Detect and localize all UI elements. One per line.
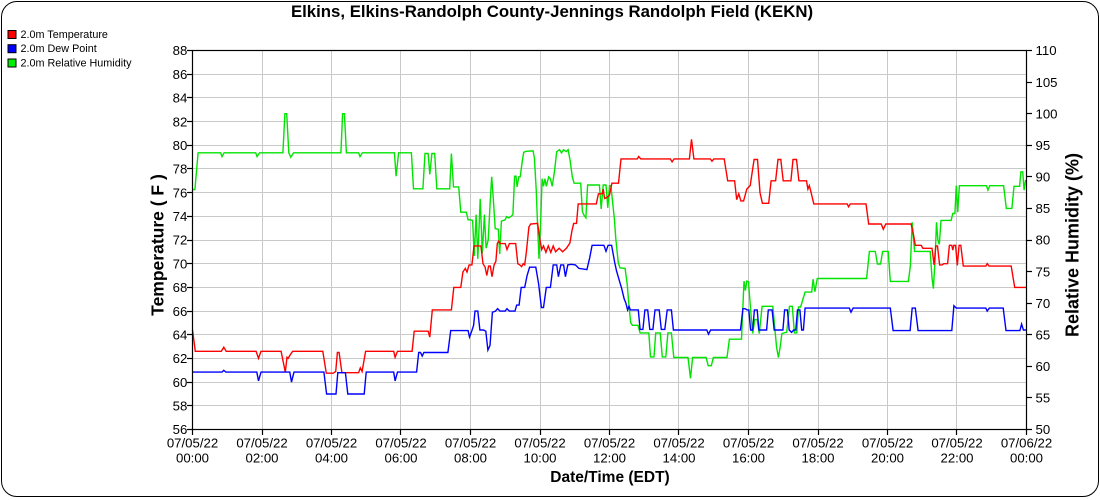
svg-text:95: 95 bbox=[1036, 138, 1051, 153]
svg-text:07/05/22: 07/05/22 bbox=[792, 436, 843, 451]
svg-text:07/05/22: 07/05/22 bbox=[723, 436, 774, 451]
svg-text:80: 80 bbox=[173, 138, 188, 153]
svg-text:82: 82 bbox=[173, 114, 188, 129]
svg-text:60: 60 bbox=[173, 375, 188, 390]
svg-text:60: 60 bbox=[1036, 359, 1051, 374]
svg-text:Elkins, Elkins-Randolph County: Elkins, Elkins-Randolph County-Jennings … bbox=[291, 2, 813, 21]
svg-text:64: 64 bbox=[173, 327, 188, 342]
svg-text:02:00: 02:00 bbox=[245, 451, 278, 466]
svg-text:12:00: 12:00 bbox=[593, 451, 626, 466]
svg-text:85: 85 bbox=[1036, 201, 1051, 216]
svg-text:07/05/22: 07/05/22 bbox=[375, 436, 426, 451]
svg-text:Temperature ( F ): Temperature ( F ) bbox=[148, 174, 168, 316]
svg-text:10:00: 10:00 bbox=[523, 451, 556, 466]
svg-text:2.0m Temperature: 2.0m Temperature bbox=[21, 29, 108, 41]
svg-text:65: 65 bbox=[1036, 327, 1051, 342]
svg-text:22:00: 22:00 bbox=[940, 451, 973, 466]
svg-text:00:00: 00:00 bbox=[176, 451, 209, 466]
svg-text:100: 100 bbox=[1036, 106, 1058, 121]
svg-text:62: 62 bbox=[173, 351, 188, 366]
svg-text:04:00: 04:00 bbox=[315, 451, 348, 466]
svg-text:20:00: 20:00 bbox=[871, 451, 904, 466]
svg-text:07/05/22: 07/05/22 bbox=[931, 436, 982, 451]
svg-text:55: 55 bbox=[1036, 391, 1051, 406]
svg-text:2.0m Dew Point: 2.0m Dew Point bbox=[21, 43, 97, 55]
svg-text:07/05/22: 07/05/22 bbox=[167, 436, 218, 451]
svg-text:07/05/22: 07/05/22 bbox=[514, 436, 565, 451]
svg-text:07/05/22: 07/05/22 bbox=[584, 436, 635, 451]
svg-text:00:00: 00:00 bbox=[1010, 451, 1043, 466]
svg-text:06:00: 06:00 bbox=[384, 451, 417, 466]
svg-text:88: 88 bbox=[173, 43, 188, 58]
svg-text:86: 86 bbox=[173, 67, 188, 82]
svg-text:110: 110 bbox=[1036, 43, 1057, 58]
svg-text:68: 68 bbox=[173, 280, 188, 295]
svg-text:07/05/22: 07/05/22 bbox=[445, 436, 496, 451]
svg-text:07/05/22: 07/05/22 bbox=[306, 436, 357, 451]
svg-text:90: 90 bbox=[1036, 170, 1051, 185]
svg-text:72: 72 bbox=[173, 233, 188, 248]
svg-text:66: 66 bbox=[173, 304, 188, 319]
svg-text:70: 70 bbox=[173, 256, 188, 271]
svg-text:75: 75 bbox=[1036, 264, 1051, 279]
svg-text:74: 74 bbox=[173, 209, 188, 224]
svg-text:Date/Time (EDT): Date/Time (EDT) bbox=[550, 469, 669, 486]
svg-text:07/05/22: 07/05/22 bbox=[236, 436, 287, 451]
svg-text:Relative Humidity (%): Relative Humidity (%) bbox=[1063, 153, 1083, 337]
svg-text:105: 105 bbox=[1036, 75, 1058, 90]
svg-text:14:00: 14:00 bbox=[662, 451, 695, 466]
svg-text:70: 70 bbox=[1036, 296, 1051, 311]
svg-text:78: 78 bbox=[173, 162, 188, 177]
svg-text:08:00: 08:00 bbox=[454, 451, 487, 466]
svg-text:76: 76 bbox=[173, 185, 188, 200]
svg-text:07/05/22: 07/05/22 bbox=[653, 436, 704, 451]
svg-text:18:00: 18:00 bbox=[801, 451, 834, 466]
svg-text:07/06/22: 07/06/22 bbox=[1001, 436, 1052, 451]
svg-text:07/05/22: 07/05/22 bbox=[862, 436, 913, 451]
svg-text:2.0m Relative Humidity: 2.0m Relative Humidity bbox=[21, 58, 133, 70]
svg-text:58: 58 bbox=[173, 399, 188, 414]
svg-text:84: 84 bbox=[173, 91, 188, 106]
svg-text:80: 80 bbox=[1036, 233, 1051, 248]
svg-text:50: 50 bbox=[1036, 422, 1051, 437]
svg-text:56: 56 bbox=[173, 422, 188, 437]
svg-text:16:00: 16:00 bbox=[732, 451, 765, 466]
